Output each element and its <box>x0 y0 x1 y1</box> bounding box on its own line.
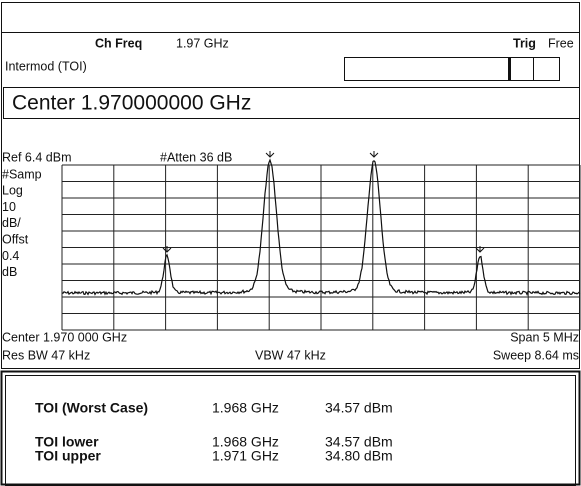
scale-label: #Samp <box>2 167 42 181</box>
span: Span 5 MHz <box>510 330 579 344</box>
ch-freq-value: 1.97 GHz <box>176 36 229 50</box>
worst-power: 34.57 dBm <box>325 400 393 416</box>
results-panel <box>0 370 581 486</box>
toi-upper-label: TOI upper <box>35 448 101 464</box>
trig-label: Trig <box>513 36 536 50</box>
sweep: Sweep 8.64 ms <box>493 348 579 362</box>
marker <box>265 151 275 158</box>
toi-lower-power: 34.57 dBm <box>325 434 393 450</box>
scale-label: dB/ <box>2 216 21 230</box>
attenuation: #Atten 36 dB <box>160 150 232 164</box>
status-bar <box>508 57 511 81</box>
graticule <box>61 164 581 331</box>
marker <box>162 246 172 253</box>
mode-label: Intermod (TOI) <box>5 59 87 73</box>
toi-upper-freq: 1.971 GHz <box>212 448 279 464</box>
center-freq: Center 1.970 000 GHz <box>2 330 127 344</box>
toi-upper-power: 34.80 dBm <box>325 448 393 464</box>
ref-level: Ref 6.4 dBm <box>2 150 71 164</box>
res-bw: Res BW 47 kHz <box>2 348 90 362</box>
vbw: VBW 47 kHz <box>255 348 326 362</box>
toi-lower-freq: 1.968 GHz <box>212 434 279 450</box>
trig-value: Free <box>548 36 574 50</box>
worst-freq: 1.968 GHz <box>212 400 279 416</box>
status-box <box>344 57 560 81</box>
center-box <box>3 87 580 119</box>
toi-lower-label: TOI lower <box>35 434 99 450</box>
worst-label: TOI (Worst Case) <box>35 400 148 416</box>
scale-label: 0.4 <box>2 249 19 263</box>
center-entry: Center 1.970000000 GHz <box>12 92 251 115</box>
left-labels: #Samp Log 10 dB/Offst 0.4 dB <box>2 167 42 279</box>
marker <box>475 246 485 253</box>
trace <box>61 158 581 296</box>
scale-label: 10 <box>2 200 16 214</box>
scale-label: Log <box>2 184 23 198</box>
scale-label: dB <box>2 265 17 279</box>
ch-freq-label: Ch Freq <box>95 36 142 50</box>
scale-label: Offst <box>2 232 29 246</box>
markers <box>162 151 485 253</box>
marker <box>369 151 379 158</box>
